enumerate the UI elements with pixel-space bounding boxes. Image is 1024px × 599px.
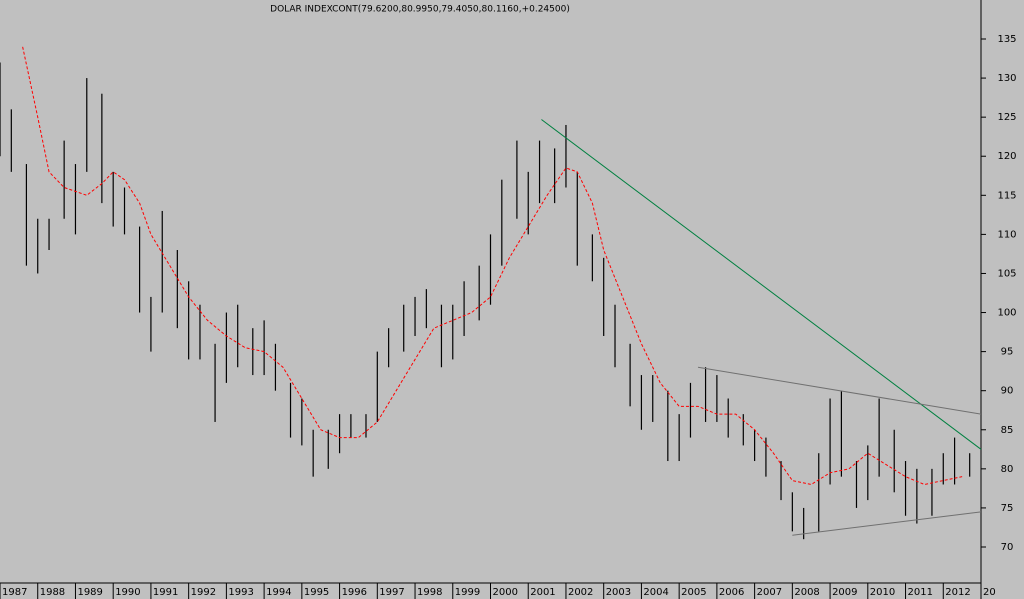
x-tick-label: 2003 xyxy=(606,587,631,598)
x-tick-label: 1998 xyxy=(417,587,442,598)
x-tick-label: 2000 xyxy=(493,587,518,598)
y-tick-label: 90 xyxy=(1001,386,1014,397)
y-tick-label: 120 xyxy=(997,151,1016,162)
x-tick-label: 1989 xyxy=(77,587,102,598)
y-tick-label: 80 xyxy=(1001,464,1014,475)
x-tick-label: 2007 xyxy=(757,587,782,598)
x-tick-label: 2004 xyxy=(643,587,668,598)
x-tick-label: 1988 xyxy=(40,587,65,598)
x-tick-label: 1995 xyxy=(304,587,329,598)
x-tick-label: 2006 xyxy=(719,587,744,598)
x-tick-label: 1994 xyxy=(266,587,291,598)
x-tick-label: 2001 xyxy=(530,587,555,598)
y-tick-label: 125 xyxy=(997,112,1016,123)
trendline xyxy=(792,511,982,536)
x-tick-label: 1987 xyxy=(2,587,27,598)
x-tick-label: 1993 xyxy=(228,587,253,598)
x-tick-label: 2011 xyxy=(908,587,933,598)
y-tick-label: 105 xyxy=(997,268,1016,279)
y-tick-label: 75 xyxy=(1001,503,1014,514)
x-tick-label: 1997 xyxy=(379,587,404,598)
x-tick-label: 20 xyxy=(983,587,996,598)
x-tick-label: 2008 xyxy=(794,587,819,598)
x-tick-label: 2009 xyxy=(832,587,857,598)
y-tick-label: 85 xyxy=(1001,425,1014,436)
y-tick-label: 110 xyxy=(997,229,1016,240)
y-tick-label: 135 xyxy=(997,34,1016,45)
x-tick-label: 1990 xyxy=(115,587,140,598)
y-tick-label: 100 xyxy=(997,308,1016,319)
x-tick-label: 2005 xyxy=(681,587,706,598)
trendline xyxy=(541,119,982,450)
y-tick-label: 95 xyxy=(1001,347,1014,358)
x-tick-label: 2010 xyxy=(870,587,895,598)
y-tick-label: 130 xyxy=(997,73,1016,84)
moving-average xyxy=(22,46,963,486)
y-tick-label: 115 xyxy=(997,190,1016,201)
x-tick-label: 2002 xyxy=(568,587,593,598)
x-tick-label: 1991 xyxy=(153,587,178,598)
x-tick-label: 2012 xyxy=(945,587,970,598)
y-tick-label: 70 xyxy=(1001,542,1014,553)
trendline xyxy=(697,366,982,415)
x-tick-label: 1999 xyxy=(455,587,480,598)
x-tick-label: 1992 xyxy=(191,587,216,598)
chart-title: DOLAR INDEXCONT(79.6200,80.9950,79.4050,… xyxy=(270,5,570,15)
x-tick-label: 1996 xyxy=(342,587,367,598)
